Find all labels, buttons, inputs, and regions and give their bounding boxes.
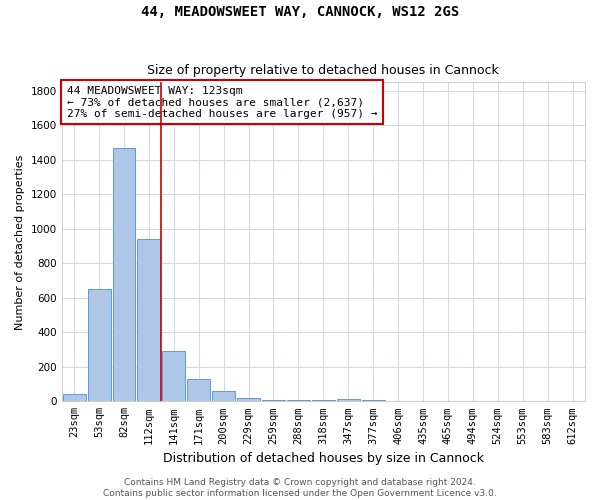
Bar [113, 148, 136, 402]
Bar [262, 400, 285, 402]
Bar [436, 401, 460, 402]
Text: 44, MEADOWSWEET WAY, CANNOCK, WS12 2GS: 44, MEADOWSWEET WAY, CANNOCK, WS12 2GS [141, 5, 459, 19]
Bar [212, 391, 235, 402]
Bar [461, 401, 484, 402]
Bar [362, 400, 385, 402]
Bar [163, 352, 185, 402]
Title: Size of property relative to detached houses in Cannock: Size of property relative to detached ho… [148, 64, 499, 77]
Bar [511, 401, 534, 402]
Bar [312, 400, 335, 402]
Y-axis label: Number of detached properties: Number of detached properties [15, 154, 25, 330]
Bar [287, 400, 310, 402]
Bar [62, 394, 86, 402]
Bar [487, 401, 509, 402]
Bar [412, 401, 434, 402]
Bar [337, 398, 360, 402]
Bar [137, 239, 160, 402]
X-axis label: Distribution of detached houses by size in Cannock: Distribution of detached houses by size … [163, 452, 484, 465]
Bar [536, 401, 559, 402]
Bar [88, 289, 110, 402]
Text: 44 MEADOWSWEET WAY: 123sqm
← 73% of detached houses are smaller (2,637)
27% of s: 44 MEADOWSWEET WAY: 123sqm ← 73% of deta… [67, 86, 377, 118]
Bar [187, 379, 210, 402]
Bar [237, 398, 260, 402]
Bar [386, 401, 410, 402]
Text: Contains HM Land Registry data © Crown copyright and database right 2024.
Contai: Contains HM Land Registry data © Crown c… [103, 478, 497, 498]
